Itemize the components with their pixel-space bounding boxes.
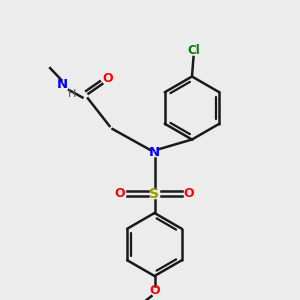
Text: H: H: [68, 89, 76, 99]
Text: Cl: Cl: [187, 44, 200, 57]
Text: O: O: [184, 187, 194, 200]
Text: O: O: [149, 284, 160, 298]
Text: S: S: [149, 187, 160, 200]
Text: N: N: [149, 146, 160, 160]
Text: O: O: [115, 187, 125, 200]
Text: O: O: [103, 71, 113, 85]
Text: N: N: [57, 78, 68, 92]
